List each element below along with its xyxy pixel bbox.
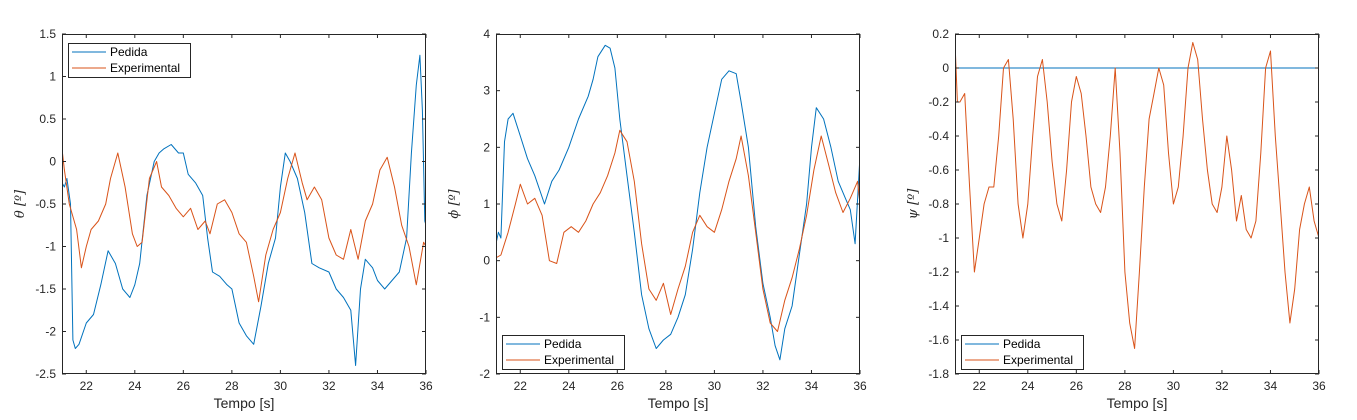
x-tick-label: 34 bbox=[371, 379, 385, 393]
legend-box bbox=[502, 335, 625, 370]
y-tick-label: 3 bbox=[483, 84, 490, 98]
y-tick-label: 0 bbox=[942, 61, 949, 75]
y-tick-label: -1.6 bbox=[928, 333, 949, 347]
series-line-experimental bbox=[955, 42, 1319, 349]
y-axis-label: θ [º] bbox=[13, 189, 28, 218]
y-tick-label: 1 bbox=[49, 70, 56, 84]
x-tick-label: 30 bbox=[708, 379, 722, 393]
y-tick-label: 1 bbox=[483, 197, 490, 211]
legend-label-pedida: Pedida bbox=[110, 45, 148, 59]
chart-panel-1: 22 24 26 28 30 32 34 36 -2.5 -2 -1.5 -1 -0.5 0 0.5 1 1.5… bbox=[13, 27, 433, 411]
x-tick-label: 24 bbox=[1021, 379, 1035, 393]
y-tick-label: -0.8 bbox=[928, 197, 949, 211]
y-tick-label: -1.8 bbox=[928, 367, 949, 381]
x-tick-label: 28 bbox=[225, 379, 239, 393]
x-tick-label: 34 bbox=[1264, 379, 1278, 393]
x-tick-label: 22 bbox=[973, 379, 987, 393]
x-tick-label: 26 bbox=[1070, 379, 1084, 393]
series-line-pedida bbox=[496, 44, 860, 361]
legend: Pedida Experimental bbox=[961, 335, 1084, 370]
y-tick-label: 0 bbox=[483, 254, 490, 268]
plot-area bbox=[496, 34, 860, 374]
x-tick-label: 30 bbox=[274, 379, 288, 393]
legend-label-experimental: Experimental bbox=[544, 353, 614, 367]
legend: Pedida Experimental bbox=[502, 335, 625, 370]
legend: Pedida Experimental bbox=[68, 43, 191, 78]
x-tick-label: 32 bbox=[322, 379, 336, 393]
y-axis-label: ϕ [º] bbox=[447, 188, 462, 218]
x-tick-label: 30 bbox=[1167, 379, 1181, 393]
y-tick-label: 2 bbox=[483, 140, 490, 154]
x-tick-label: 36 bbox=[1312, 379, 1326, 393]
y-tick-label: 1.5 bbox=[39, 27, 56, 41]
y-tick-label: -0.5 bbox=[35, 197, 56, 211]
x-tick-label: 22 bbox=[514, 379, 528, 393]
legend-box bbox=[68, 43, 191, 78]
series-line-pedida bbox=[62, 54, 426, 366]
x-tick-label: 28 bbox=[1118, 379, 1132, 393]
y-tick-label: 0 bbox=[49, 155, 56, 169]
y-tick-label: 0.2 bbox=[932, 27, 949, 41]
plot-area bbox=[62, 34, 426, 374]
legend-label-pedida: Pedida bbox=[1003, 337, 1041, 351]
x-tick-label: 24 bbox=[128, 379, 142, 393]
x-tick-label: 34 bbox=[805, 379, 819, 393]
y-tick-label: -2.5 bbox=[35, 367, 56, 381]
y-tick-label: -1.2 bbox=[928, 265, 949, 279]
x-tick-label: 22 bbox=[80, 379, 94, 393]
y-tick-label: -1 bbox=[45, 240, 56, 254]
legend-label-experimental: Experimental bbox=[1003, 353, 1073, 367]
y-tick-label: 0.5 bbox=[39, 112, 56, 126]
y-tick-label: -1.4 bbox=[928, 299, 949, 313]
legend-label-experimental: Experimental bbox=[110, 61, 180, 75]
y-tick-label: -0.6 bbox=[928, 163, 949, 177]
series-line-experimental bbox=[496, 129, 860, 332]
x-tick-label: 36 bbox=[419, 379, 433, 393]
y-tick-label: -2 bbox=[45, 325, 56, 339]
x-tick-label: 24 bbox=[562, 379, 576, 393]
x-axis-label: Tempo [s] bbox=[1107, 395, 1168, 411]
legend-box bbox=[961, 335, 1084, 370]
x-tick-label: 26 bbox=[177, 379, 191, 393]
legend-label-pedida: Pedida bbox=[544, 337, 582, 351]
y-tick-label: 4 bbox=[483, 27, 490, 41]
x-tick-label: 32 bbox=[1215, 379, 1229, 393]
chart-panel-3: 22 24 26 28 30 32 34 36 -1.8 -1.6 -1.4 -1.2 -1 -0.8 -0… bbox=[906, 27, 1326, 411]
x-tick-label: 32 bbox=[756, 379, 770, 393]
y-axis-label: ψ [º] bbox=[906, 188, 921, 220]
x-tick-label: 36 bbox=[853, 379, 867, 393]
x-tick-label: 26 bbox=[611, 379, 625, 393]
x-tick-label: 28 bbox=[659, 379, 673, 393]
x-axis-label: Tempo [s] bbox=[214, 395, 275, 411]
y-tick-label: -1 bbox=[479, 310, 490, 324]
y-tick-label: -0.2 bbox=[928, 95, 949, 109]
y-tick-label: -2 bbox=[479, 367, 490, 381]
y-tick-label: -0.4 bbox=[928, 129, 949, 143]
series-line-experimental bbox=[62, 148, 426, 303]
x-axis-label: Tempo [s] bbox=[648, 395, 709, 411]
y-tick-label: -1 bbox=[938, 231, 949, 245]
y-tick-label: -1.5 bbox=[35, 282, 56, 296]
